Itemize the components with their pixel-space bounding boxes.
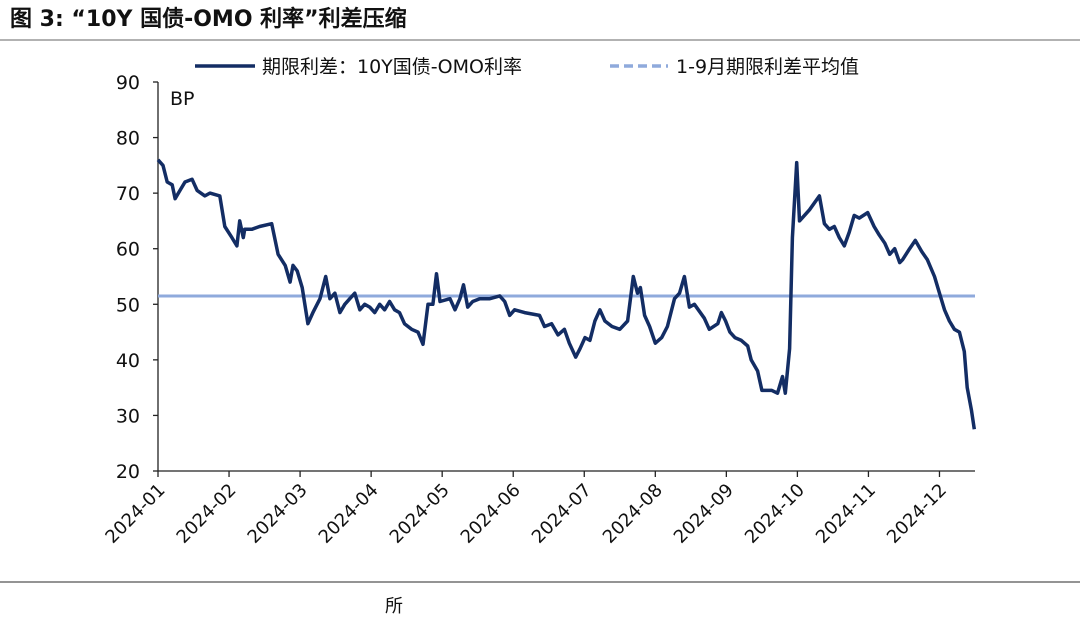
source: 所 — [385, 596, 403, 617]
x-tick-label: 2024-09 — [670, 480, 738, 548]
x-tick-label: 2024-05 — [386, 480, 454, 548]
y-axis-label: BP — [170, 88, 195, 110]
x-tick-label: 2024-08 — [599, 480, 667, 548]
y-tick-label: 80 — [116, 128, 140, 150]
x-tick-label: 2024-04 — [315, 480, 383, 548]
chart-title: 图 3: “10Y 国债-OMO 利率”利差压缩 — [10, 6, 407, 32]
x-tick-label: 2024-02 — [173, 480, 241, 548]
x-tick-label: 2024-07 — [528, 480, 596, 548]
y-tick-label: 20 — [116, 461, 140, 483]
legend-label: 期限利差：10Y国债-OMO利率 — [262, 56, 522, 78]
y-tick-label: 90 — [116, 72, 140, 94]
y-tick-label: 30 — [116, 405, 140, 427]
series-line — [156, 158, 977, 430]
y-tick-label: 50 — [116, 294, 140, 316]
x-tick-label: 2024-11 — [812, 480, 880, 548]
x-tick-label: 2024-01 — [101, 480, 169, 548]
x-tick-label: 2024-03 — [244, 480, 312, 548]
x-tick-label: 2024-10 — [741, 480, 809, 548]
y-tick-label: 40 — [116, 350, 140, 372]
x-tick-label: 2024-06 — [457, 480, 525, 548]
y-tick-label: 70 — [116, 183, 140, 205]
y-tick-label: 60 — [116, 239, 140, 261]
x-tick-label: 2024-12 — [883, 480, 951, 548]
legend-label: 1-9月期限利差平均值 — [676, 56, 859, 78]
